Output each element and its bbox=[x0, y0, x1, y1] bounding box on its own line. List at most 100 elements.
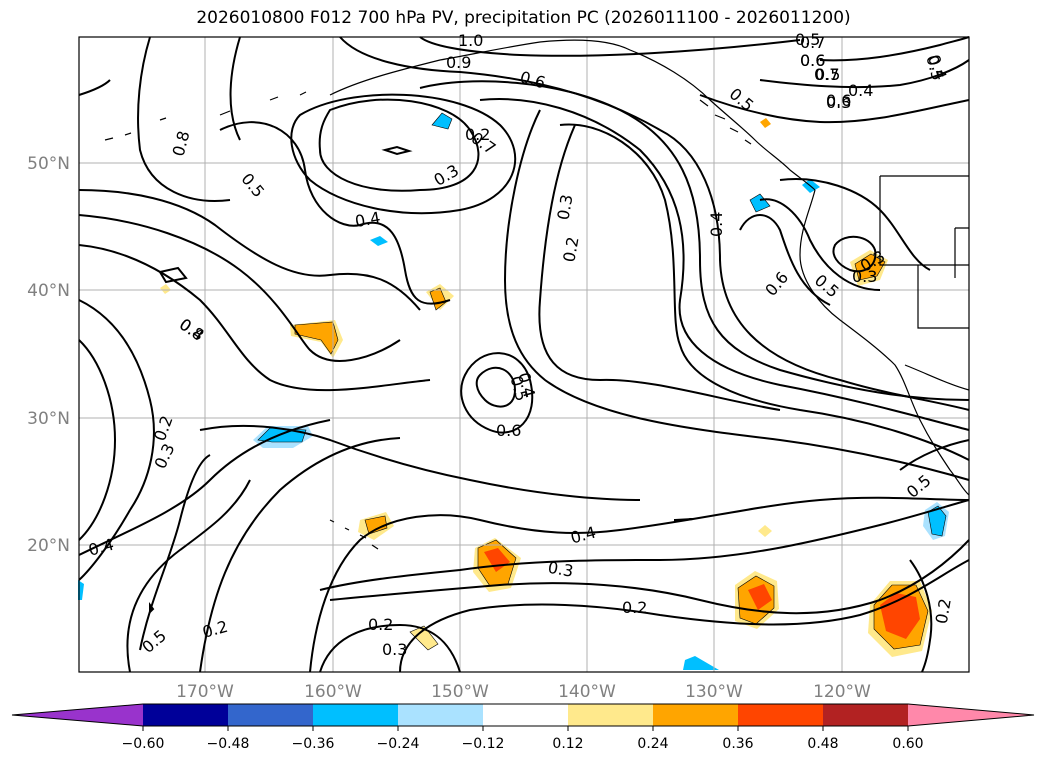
lon-axis: 170°W 160°W 150°W 140°W 130°W 120°W bbox=[176, 682, 871, 702]
pv-contour bbox=[381, 145, 413, 156]
pv-contour bbox=[503, 109, 970, 481]
pv-contour bbox=[339, 36, 970, 411]
contour-label: 0.3 bbox=[546, 558, 574, 581]
pv-contour bbox=[739, 214, 831, 306]
colorbar-segment bbox=[398, 704, 483, 726]
contour-label: 0.6 bbox=[800, 51, 825, 70]
lon-tick-label: 140°W bbox=[558, 682, 616, 702]
precip-blob-neg bbox=[927, 505, 947, 537]
contour-label: 0.3 bbox=[151, 441, 179, 472]
pv-contour bbox=[419, 80, 970, 401]
pv-contours bbox=[78, 36, 970, 673]
contour-label: 0.5 bbox=[138, 626, 170, 657]
pv-contour bbox=[759, 59, 970, 89]
pv-contour bbox=[78, 244, 431, 392]
contour-label: 0.5 bbox=[815, 65, 840, 84]
pv-contour bbox=[199, 437, 401, 673]
pv-contour bbox=[126, 479, 251, 673]
lat-tick-label: 50°N bbox=[27, 154, 70, 174]
coastline-westcoast bbox=[799, 189, 970, 496]
lat-tick-label: 30°N bbox=[27, 409, 70, 429]
colorbar-tick-label: −0.36 bbox=[292, 736, 335, 752]
precip-blob-pos bbox=[364, 515, 388, 535]
contour-label: 0.8 bbox=[169, 129, 194, 159]
precip-blob-neg bbox=[749, 193, 771, 213]
colorbar-segment bbox=[738, 704, 823, 726]
pv-contour bbox=[329, 539, 970, 615]
colorbar-tick-label: 0.48 bbox=[807, 736, 838, 752]
lat-tick-label: 20°N bbox=[27, 536, 70, 556]
pv-contour bbox=[78, 189, 421, 311]
contour-label: 0.6 bbox=[826, 91, 851, 110]
pv-contour bbox=[158, 266, 188, 284]
colorbar-segment bbox=[483, 704, 568, 726]
pv-contour bbox=[319, 623, 461, 673]
precip-blob-pos bbox=[748, 584, 772, 610]
pv-contour bbox=[290, 93, 517, 215]
contour-label: 0.3 bbox=[553, 193, 576, 221]
contour-label: 0.5 bbox=[726, 84, 758, 115]
precip-blob-pos bbox=[758, 525, 772, 537]
contour-label: 0.3 bbox=[826, 93, 851, 112]
coastline-aleutians bbox=[104, 91, 307, 141]
colorbar-tick-label: −0.24 bbox=[377, 736, 420, 752]
pv-contour bbox=[219, 121, 451, 305]
colorbar-tick-label: −0.48 bbox=[207, 736, 250, 752]
pv-contour bbox=[318, 98, 480, 192]
contour-label: 0.5 bbox=[795, 30, 820, 49]
contour-label: 0.2 bbox=[932, 597, 955, 625]
pv-contour bbox=[78, 339, 117, 541]
precip-blob-neg bbox=[683, 656, 719, 670]
colorbar-segment bbox=[653, 704, 738, 726]
lat-axis: 50°N 40°N 30°N 20°N bbox=[27, 154, 70, 556]
pv-contour bbox=[559, 123, 970, 461]
contour-label: 0.4 bbox=[353, 208, 381, 231]
contour-label: 0.6 bbox=[761, 268, 792, 300]
colorbar-extend-high bbox=[908, 704, 1034, 726]
lon-tick-label: 120°W bbox=[813, 682, 871, 702]
colorbar-segment bbox=[568, 704, 653, 726]
contour-label: 0.4 bbox=[848, 81, 873, 100]
contour-label: 0.4 bbox=[568, 523, 598, 548]
contour-label: 0.3 bbox=[382, 640, 407, 659]
contour-label: 0.2 bbox=[559, 235, 582, 263]
colorbar-tick-label: 0.36 bbox=[722, 736, 753, 752]
map-frame bbox=[78, 36, 970, 673]
pv-contour bbox=[899, 439, 970, 471]
colorbar-segment bbox=[143, 704, 228, 726]
contour-label: 0.5 bbox=[237, 169, 268, 201]
map-title: 2026010800 F012 700 hPa PV, precipitatio… bbox=[196, 8, 851, 28]
colorbar-tick-label: −0.12 bbox=[462, 736, 505, 752]
contour-label: 0.6 bbox=[800, 51, 825, 70]
lon-tick-label: 130°W bbox=[685, 682, 743, 702]
precip-blob-pos bbox=[760, 118, 771, 128]
contour-label: 0.2 bbox=[368, 615, 393, 634]
pv-contour bbox=[419, 36, 801, 57]
pv-contour bbox=[139, 454, 211, 651]
pv-contour bbox=[309, 496, 970, 673]
colorbar-tick-label: 0.60 bbox=[892, 736, 923, 752]
contour-label: 1.0 bbox=[458, 31, 483, 50]
colorbar-extend-low bbox=[12, 704, 143, 726]
contour-label: 0.5 bbox=[903, 471, 935, 502]
pv-contour bbox=[832, 235, 877, 273]
pv-contour bbox=[78, 79, 111, 96]
contour-label: 0.2 bbox=[465, 125, 490, 144]
border-usa-mexico bbox=[904, 364, 970, 391]
graticule bbox=[79, 37, 969, 672]
contour-label: 0.9 bbox=[446, 53, 471, 72]
contour-label: 0.7 bbox=[800, 33, 825, 52]
colorbar: −0.60 −0.48 −0.36 −0.24 −0.12 0.12 0.24 0.36 0.4… bbox=[11, 703, 1035, 752]
lat-tick-label: 40°N bbox=[27, 281, 70, 301]
contour-label: 0.4 bbox=[176, 315, 208, 345]
pv-contour bbox=[399, 559, 970, 673]
pv-contour bbox=[199, 424, 641, 501]
contour-labels: 1.0 0.9 0.8 0.7 0.6 0.5 0.4 0.3 0.2 0.5 … bbox=[86, 30, 954, 659]
pv-contour bbox=[137, 36, 231, 202]
pv-contour bbox=[78, 419, 331, 556]
contour-label: 0.3 bbox=[852, 267, 877, 286]
pv-contour bbox=[319, 499, 970, 591]
colorbar-segment bbox=[228, 704, 313, 726]
contour-label: 0.6 bbox=[518, 67, 548, 92]
